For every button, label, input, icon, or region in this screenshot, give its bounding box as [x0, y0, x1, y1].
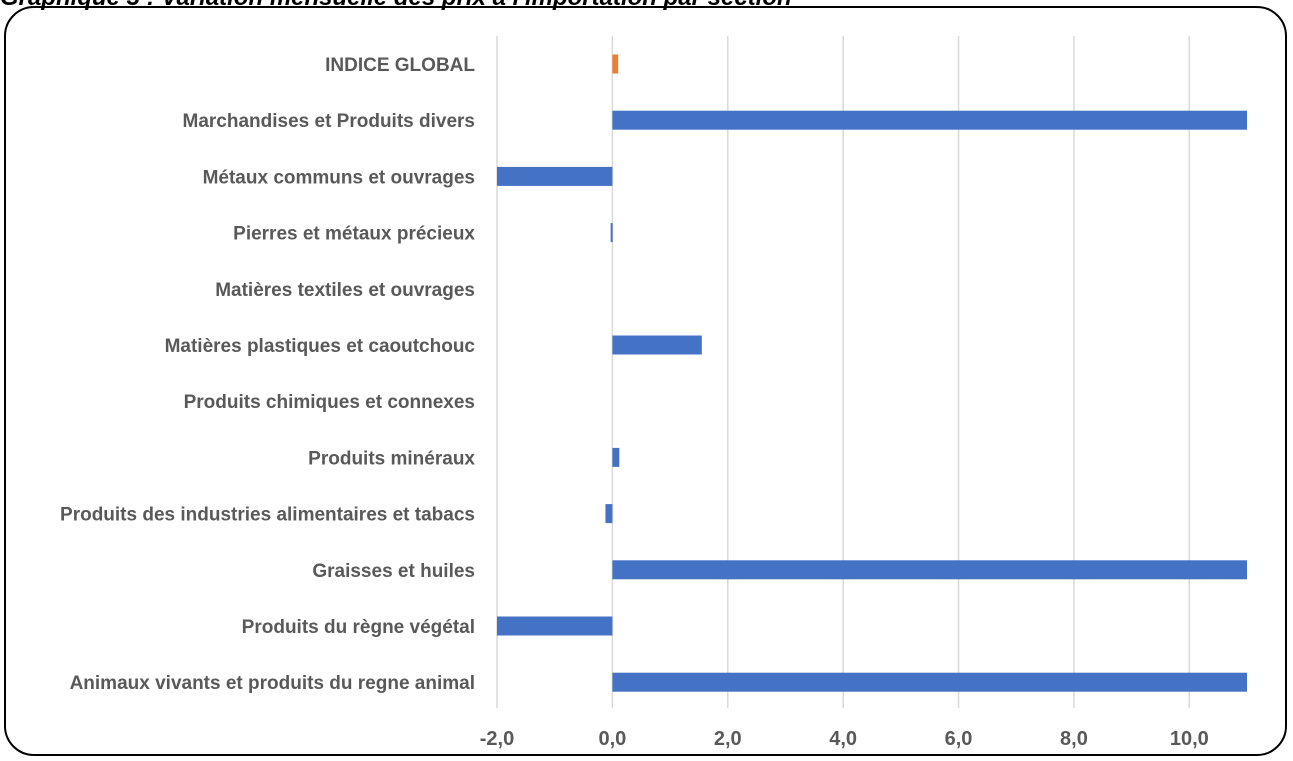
bar: [612, 560, 1247, 580]
bar: [610, 223, 613, 243]
x-tick-label: -2,0: [480, 728, 514, 750]
x-tick-label: 6,0: [945, 728, 973, 750]
category-label: Produits du règne végétal: [242, 617, 475, 638]
bars: [497, 54, 1247, 692]
x-tick-label: 2,0: [714, 728, 742, 750]
bar: [612, 672, 1247, 692]
bar: [605, 504, 613, 524]
x-tick-label: 0,0: [598, 728, 626, 750]
category-label: Animaux vivants et produits du regne ani…: [70, 673, 475, 694]
category-label: Pierres et métaux précieux: [233, 224, 475, 245]
category-label: Marchandises et Produits divers: [183, 111, 476, 132]
category-labels: INDICE GLOBAL Marchandises et Produits di…: [60, 55, 475, 694]
chart-frame: [4, 6, 1287, 756]
bar: [497, 616, 613, 636]
category-label: Métaux communs et ouvrages: [203, 167, 475, 188]
category-label: Produits minéraux: [308, 448, 475, 469]
x-axis-tick-labels: -2,0 0,0 2,0 4,0 6,0 8,0 10,0: [480, 728, 1209, 750]
category-label: Produits des industries alimentaires et …: [60, 505, 475, 526]
bar: [612, 447, 620, 467]
category-label: Graisses et huiles: [312, 561, 475, 582]
grid-lines: [496, 36, 1191, 708]
bar: [612, 335, 702, 355]
page-title: Graphique 3 : Variation mensuelle des pr…: [0, 0, 792, 12]
x-tick-label: 10,0: [1170, 728, 1209, 750]
bar: [612, 54, 619, 74]
category-label: Produits chimiques et connexes: [184, 392, 475, 413]
category-label: Matières plastiques et caoutchouc: [165, 336, 476, 357]
x-tick-label: 8,0: [1060, 728, 1088, 750]
category-label: INDICE GLOBAL: [325, 55, 475, 76]
category-label: Matières textiles et ouvrages: [215, 280, 475, 301]
bar: [612, 110, 1247, 130]
x-tick-label: 4,0: [829, 728, 857, 750]
bar: [497, 166, 613, 186]
